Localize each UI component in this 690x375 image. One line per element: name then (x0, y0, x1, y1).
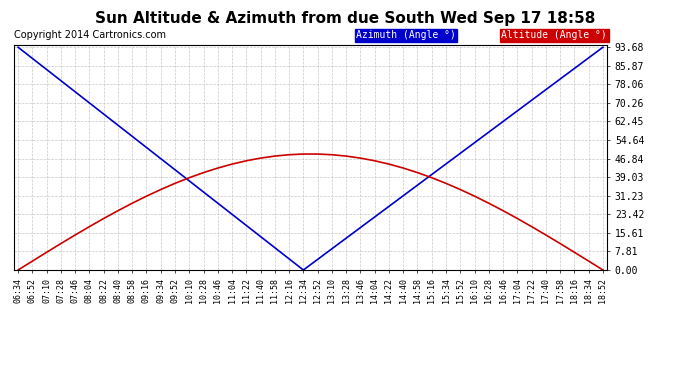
Text: Altitude (Angle °): Altitude (Angle °) (502, 30, 607, 40)
Text: Copyright 2014 Cartronics.com: Copyright 2014 Cartronics.com (14, 30, 166, 40)
Text: Sun Altitude & Azimuth from due South Wed Sep 17 18:58: Sun Altitude & Azimuth from due South We… (95, 11, 595, 26)
Text: Azimuth (Angle °): Azimuth (Angle °) (356, 30, 456, 40)
